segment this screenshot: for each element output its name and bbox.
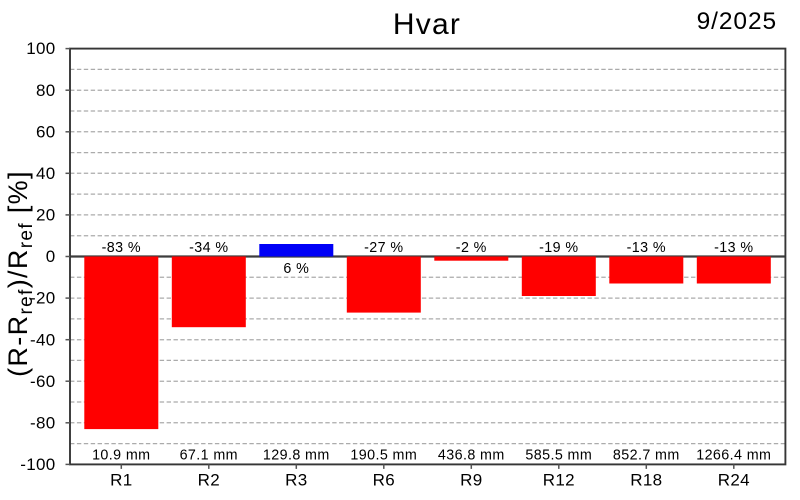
- svg-text:1266.4 mm: 1266.4 mm: [696, 448, 771, 464]
- svg-text:-60: -60: [30, 372, 55, 391]
- svg-text:-100: -100: [20, 455, 55, 474]
- svg-text:-2 %: -2 %: [456, 240, 487, 256]
- svg-text:Hvar: Hvar: [393, 8, 461, 41]
- svg-text:129.8 mm: 129.8 mm: [263, 448, 330, 464]
- svg-text:60: 60: [36, 122, 56, 141]
- svg-text:190.5 mm: 190.5 mm: [350, 448, 417, 464]
- svg-text:R1: R1: [110, 471, 132, 490]
- svg-text:100: 100: [26, 39, 55, 58]
- svg-text:80: 80: [36, 81, 56, 100]
- svg-text:0: 0: [46, 247, 56, 266]
- svg-text:R24: R24: [718, 471, 750, 490]
- svg-text:-13 %: -13 %: [714, 240, 753, 256]
- svg-text:-80: -80: [30, 413, 55, 432]
- svg-text:852.7 mm: 852.7 mm: [613, 448, 680, 464]
- svg-text:R6: R6: [373, 471, 395, 490]
- svg-text:-27 %: -27 %: [364, 240, 403, 256]
- svg-text:20: 20: [36, 206, 56, 225]
- svg-text:R12: R12: [543, 471, 575, 490]
- svg-text:6 %: 6 %: [283, 261, 309, 277]
- svg-text:R2: R2: [198, 471, 220, 490]
- svg-text:585.5 mm: 585.5 mm: [525, 448, 592, 464]
- svg-text:9/2025: 9/2025: [697, 8, 777, 35]
- svg-text:10.9 mm: 10.9 mm: [92, 448, 150, 464]
- svg-text:40: 40: [36, 164, 56, 183]
- svg-text:-34 %: -34 %: [189, 240, 228, 256]
- svg-text:R3: R3: [285, 471, 307, 490]
- svg-text:-13 %: -13 %: [627, 240, 666, 256]
- svg-text:R18: R18: [630, 471, 662, 490]
- svg-text:(R-Rref)/Rref [%]: (R-Rref)/Rref [%]: [3, 170, 37, 377]
- svg-text:R9: R9: [460, 471, 482, 490]
- svg-text:-83 %: -83 %: [102, 240, 141, 256]
- svg-text:-19 %: -19 %: [539, 240, 578, 256]
- svg-text:-40: -40: [30, 330, 55, 349]
- svg-text:67.1 mm: 67.1 mm: [180, 448, 238, 464]
- svg-text:436.8 mm: 436.8 mm: [438, 448, 505, 464]
- svg-text:-20: -20: [30, 289, 55, 308]
